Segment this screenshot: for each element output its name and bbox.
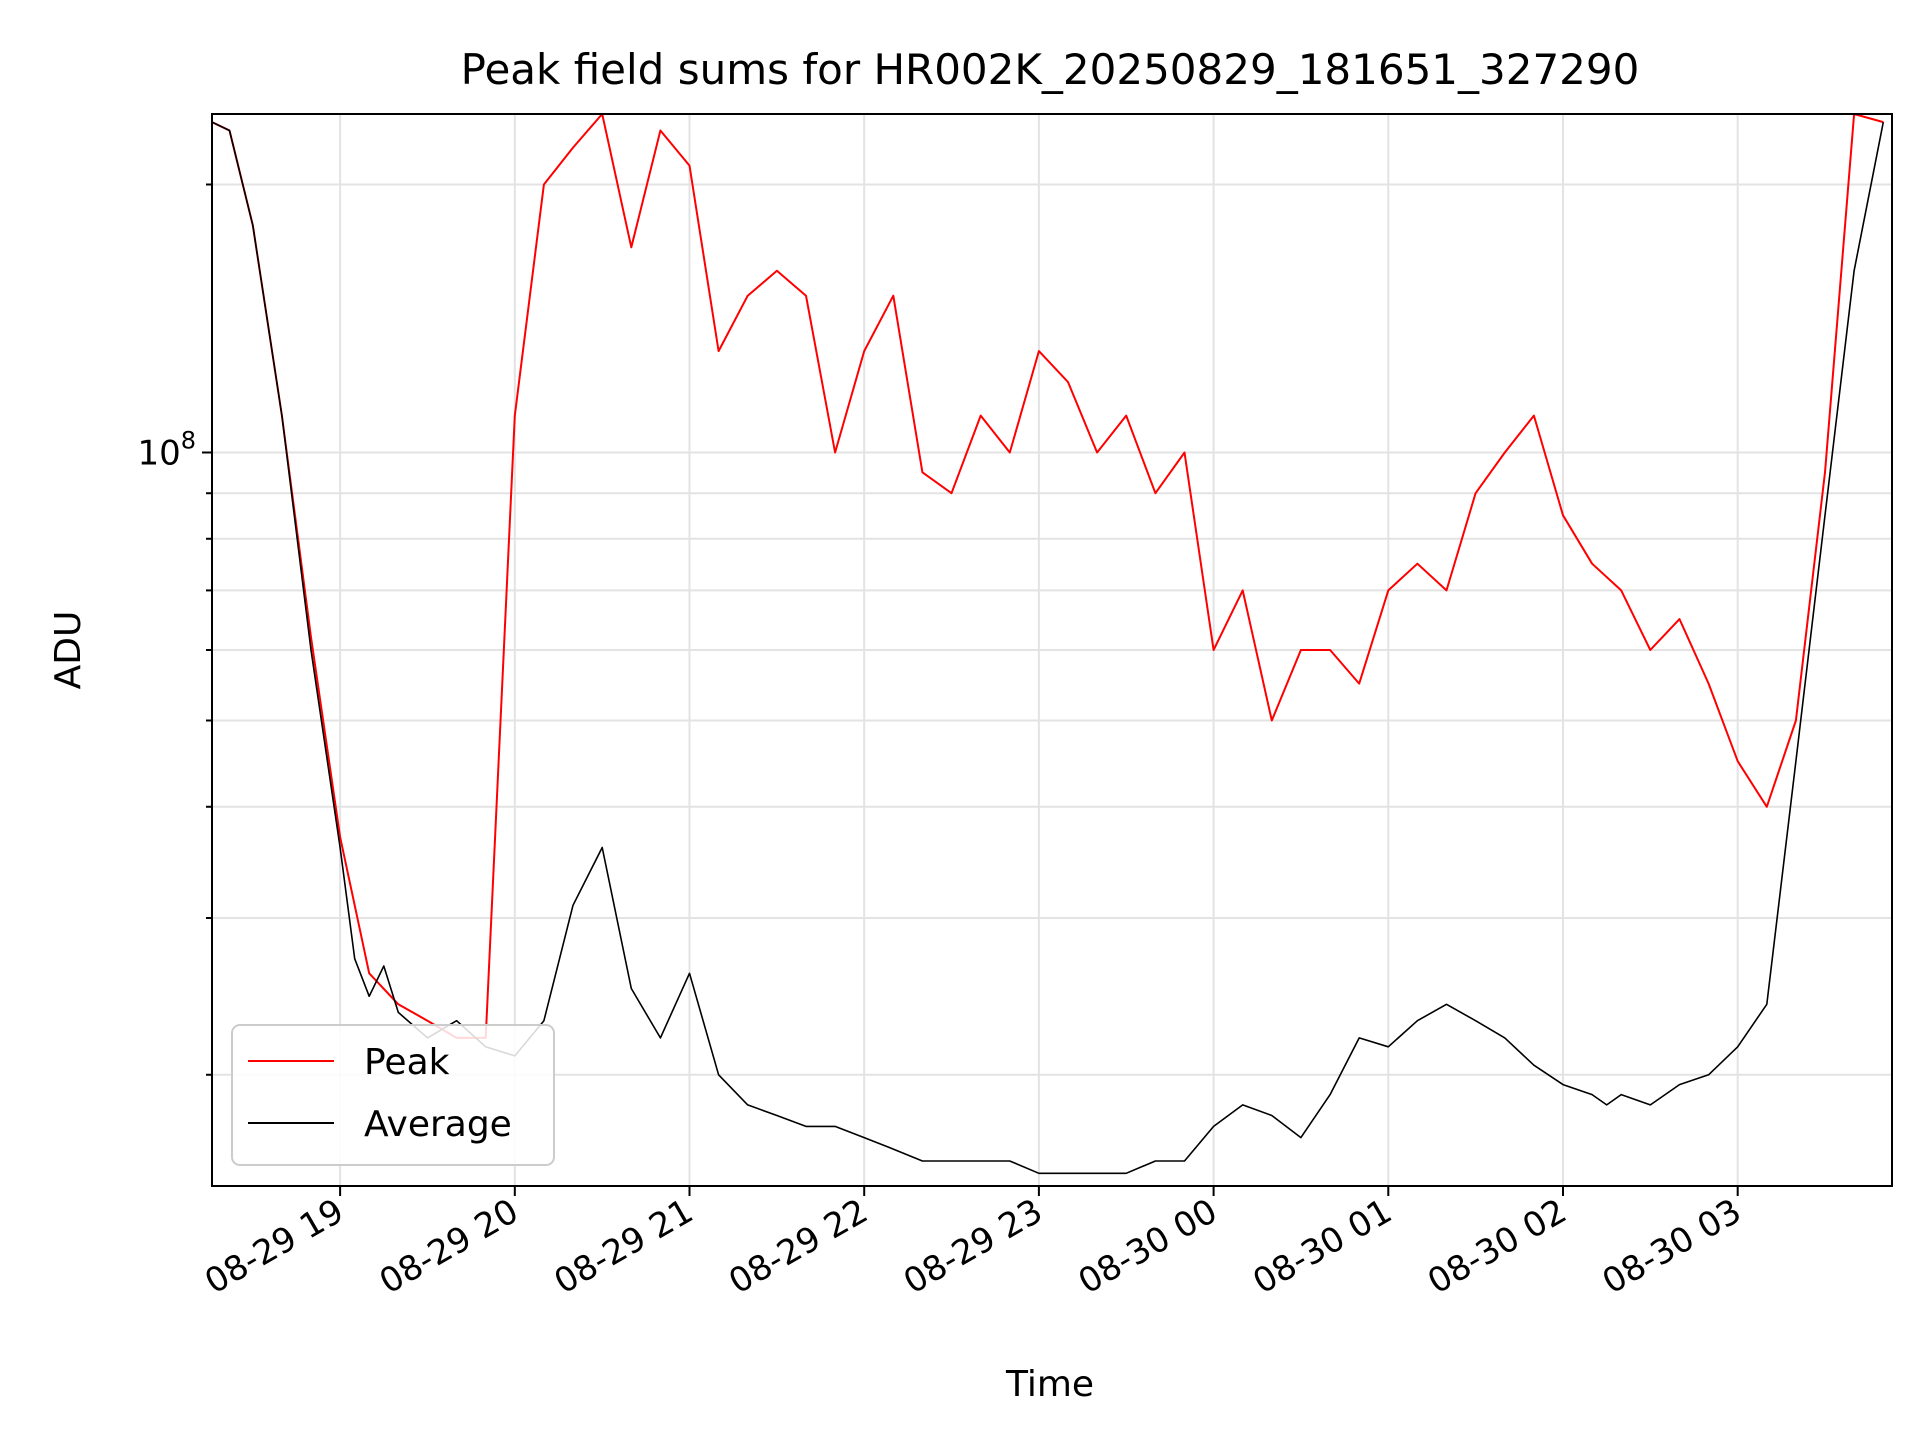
x-axis-label: Time	[1005, 1364, 1094, 1405]
legend-label-peak: Peak	[364, 1042, 450, 1083]
legend-label-average: Average	[364, 1104, 512, 1145]
chart-title: Peak field sums for HR002K_20250829_1816…	[461, 45, 1640, 94]
legend: Peak Average	[231, 1024, 555, 1166]
y-axis: 108	[137, 183, 212, 1076]
y-axis-label: ADU	[48, 611, 89, 690]
y-tick-label: 108	[137, 426, 196, 473]
grid	[212, 114, 1892, 1186]
